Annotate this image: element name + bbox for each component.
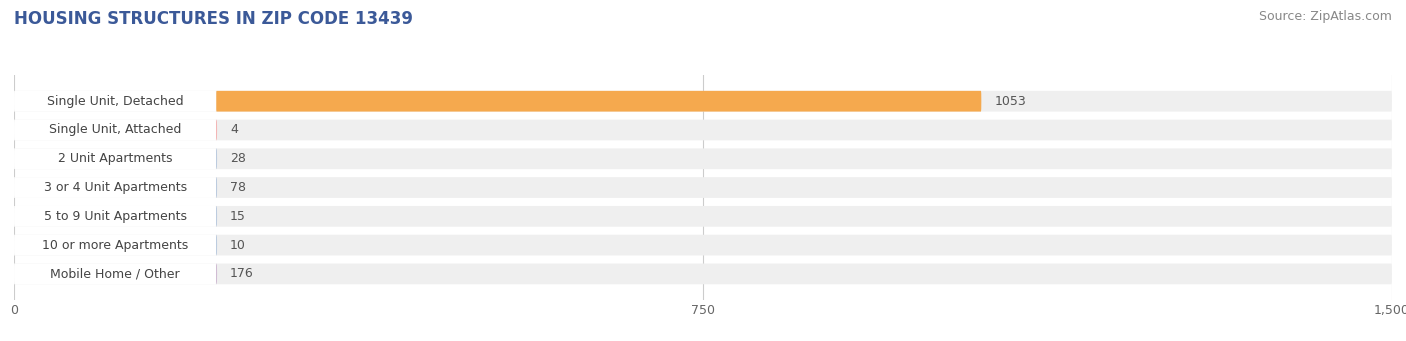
Text: 78: 78 — [231, 181, 246, 194]
FancyBboxPatch shape — [14, 177, 1392, 198]
FancyBboxPatch shape — [14, 91, 1392, 112]
FancyBboxPatch shape — [14, 120, 1392, 140]
FancyBboxPatch shape — [14, 206, 217, 227]
Text: Single Unit, Attached: Single Unit, Attached — [49, 123, 181, 136]
FancyBboxPatch shape — [14, 148, 1392, 169]
Text: 5 to 9 Unit Apartments: 5 to 9 Unit Apartments — [44, 210, 187, 223]
Text: 10 or more Apartments: 10 or more Apartments — [42, 239, 188, 252]
Text: 2 Unit Apartments: 2 Unit Apartments — [58, 152, 173, 165]
Text: Source: ZipAtlas.com: Source: ZipAtlas.com — [1258, 10, 1392, 23]
FancyBboxPatch shape — [14, 91, 217, 112]
FancyBboxPatch shape — [14, 264, 217, 284]
Text: Single Unit, Detached: Single Unit, Detached — [46, 95, 183, 108]
Text: HOUSING STRUCTURES IN ZIP CODE 13439: HOUSING STRUCTURES IN ZIP CODE 13439 — [14, 10, 413, 28]
Text: 4: 4 — [231, 123, 238, 136]
Text: 1053: 1053 — [995, 95, 1026, 108]
FancyBboxPatch shape — [14, 235, 1392, 255]
Text: Mobile Home / Other: Mobile Home / Other — [51, 267, 180, 280]
FancyBboxPatch shape — [14, 148, 217, 169]
FancyBboxPatch shape — [14, 120, 217, 140]
Text: 176: 176 — [231, 267, 253, 280]
FancyBboxPatch shape — [14, 177, 217, 198]
FancyBboxPatch shape — [14, 264, 1392, 284]
FancyBboxPatch shape — [217, 91, 981, 112]
Text: 10: 10 — [231, 239, 246, 252]
FancyBboxPatch shape — [14, 235, 217, 255]
Text: 3 or 4 Unit Apartments: 3 or 4 Unit Apartments — [44, 181, 187, 194]
Text: 28: 28 — [231, 152, 246, 165]
FancyBboxPatch shape — [14, 206, 1392, 227]
Text: 15: 15 — [231, 210, 246, 223]
